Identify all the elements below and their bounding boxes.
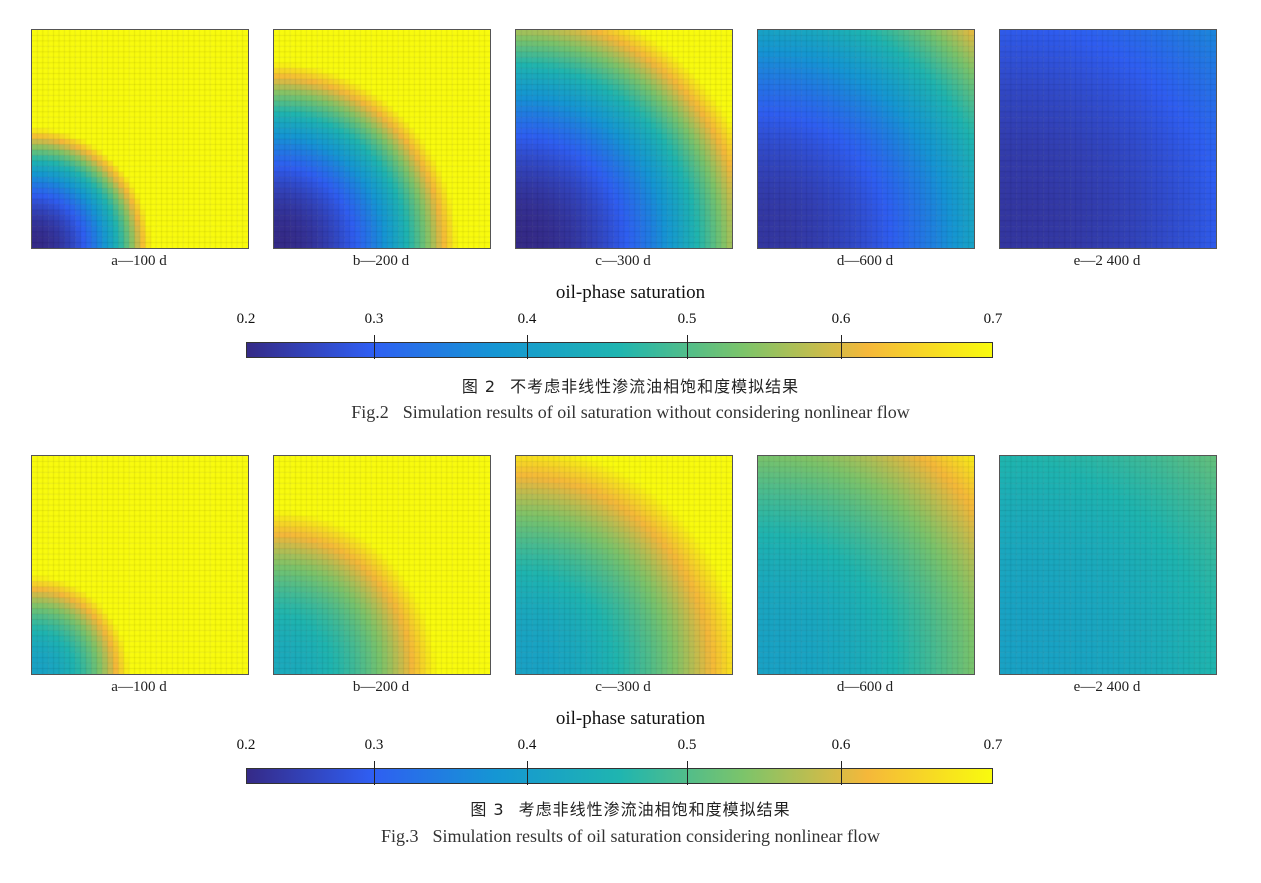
saturation-map-panel xyxy=(515,29,733,249)
heatmap-canvas xyxy=(516,456,732,674)
colorbar-tick xyxy=(841,335,842,359)
caption-english: Fig.3 Simulation results of oil saturatio… xyxy=(0,826,1261,847)
colorbar-tick xyxy=(527,761,528,785)
saturation-map-panel xyxy=(999,29,1217,249)
panel-label: c—300 d xyxy=(595,253,651,269)
colorbar-tick xyxy=(687,761,688,785)
colorbar-tick-label: 0.5 xyxy=(677,311,697,327)
caption-text: 考虑非线性渗流油相饱和度模拟结果 xyxy=(518,800,791,819)
colorbar-tick-label: 0.6 xyxy=(831,737,851,753)
colorbar-title: oil-phase saturation xyxy=(555,282,706,303)
caption-number: 图 2 xyxy=(461,377,497,396)
panel-label: d—600 d xyxy=(836,253,894,269)
heatmap-canvas xyxy=(274,30,490,248)
panel-label: b—200 d xyxy=(352,679,410,695)
colorbar-tick-label: 0.5 xyxy=(677,737,697,753)
caption-chinese: 图 2 不考虑非线性渗流油相饱和度模拟结果 xyxy=(0,373,1261,397)
saturation-map-panel xyxy=(273,29,491,249)
caption-number: Fig.3 xyxy=(381,826,419,846)
colorbar-tick-label: 0.7 xyxy=(983,737,1003,753)
panel-label: d—600 d xyxy=(836,679,894,695)
panel-label: a—100 d xyxy=(111,253,167,269)
colorbar-tick-label: 0.7 xyxy=(983,311,1003,327)
heatmap-canvas xyxy=(1000,456,1216,674)
saturation-map-panel xyxy=(273,455,491,675)
colorbar-tick xyxy=(841,761,842,785)
heatmap-canvas xyxy=(32,30,248,248)
caption-number: 图 3 xyxy=(470,800,505,819)
heatmap-canvas xyxy=(1000,30,1216,248)
panel-label: b—200 d xyxy=(352,253,410,269)
colorbar-tick-label: 0.4 xyxy=(517,311,537,327)
caption-english: Fig.2 Simulation results of oil saturatio… xyxy=(0,402,1261,423)
colorbar-tick-label: 0.2 xyxy=(236,311,256,327)
caption-number: Fig.2 xyxy=(351,402,389,422)
colorbar-tick-label: 0.3 xyxy=(364,737,384,753)
saturation-map-panel xyxy=(31,29,249,249)
colorbar-tick xyxy=(374,335,375,359)
caption-text: 不考虑非线性渗流油相饱和度模拟结果 xyxy=(510,377,800,396)
colorbar-tick-label: 0.2 xyxy=(236,737,256,753)
caption-text: Simulation results of oil saturation con… xyxy=(432,826,880,846)
panel-label: a—100 d xyxy=(111,679,167,695)
saturation-map-panel xyxy=(757,29,975,249)
heatmap-canvas xyxy=(758,456,974,674)
colorbar-tick-label: 0.4 xyxy=(517,737,537,753)
colorbar-tick-label: 0.6 xyxy=(831,311,851,327)
panel-label: e—2 400 d xyxy=(1073,679,1141,695)
colorbar xyxy=(246,761,993,785)
caption-chinese: 图 3 考虑非线性渗流油相饱和度模拟结果 xyxy=(0,796,1261,820)
colorbar-tick xyxy=(527,335,528,359)
heatmap-canvas xyxy=(32,456,248,674)
colorbar-title: oil-phase saturation xyxy=(555,708,706,729)
saturation-map-panel xyxy=(757,455,975,675)
panel-label: c—300 d xyxy=(595,679,651,695)
colorbar-tick xyxy=(374,761,375,785)
heatmap-canvas xyxy=(516,30,732,248)
panel-label: e—2 400 d xyxy=(1073,253,1141,269)
heatmap-canvas xyxy=(274,456,490,674)
heatmap-canvas xyxy=(758,30,974,248)
colorbar-tick xyxy=(687,335,688,359)
caption-text: Simulation results of oil saturation wit… xyxy=(402,402,910,422)
colorbar xyxy=(246,335,993,359)
saturation-map-panel xyxy=(31,455,249,675)
colorbar-tick-label: 0.3 xyxy=(364,311,384,327)
saturation-map-panel xyxy=(515,455,733,675)
saturation-map-panel xyxy=(999,455,1217,675)
